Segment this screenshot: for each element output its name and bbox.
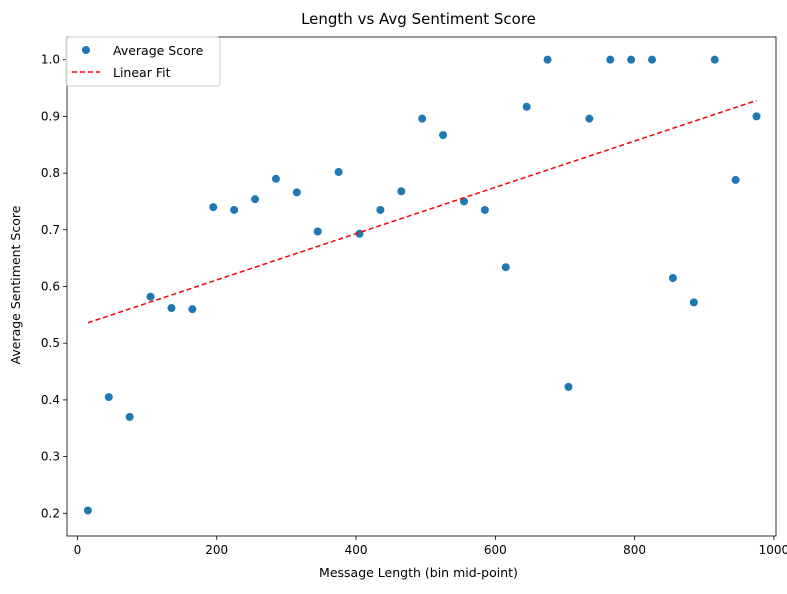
data-point — [188, 305, 197, 314]
data-point — [334, 167, 343, 176]
chart-title: Length vs Avg Sentiment Score — [301, 10, 536, 28]
plot-frame — [66, 36, 777, 537]
data-point — [209, 203, 218, 212]
data-point — [710, 55, 719, 64]
data-point — [83, 506, 92, 515]
legend-label-average-score: Average Score — [113, 43, 204, 58]
x-tick-label: 600 — [484, 543, 507, 557]
data-point — [271, 174, 280, 183]
fit-line — [87, 99, 757, 324]
data-point — [606, 55, 615, 64]
y-tick-label: 0.2 — [41, 506, 60, 520]
data-point — [522, 102, 531, 111]
y-tick-label: 0.8 — [41, 166, 60, 180]
data-point — [397, 187, 406, 196]
data-point — [251, 195, 260, 204]
y-tick-label: 1.0 — [41, 53, 60, 67]
data-point — [104, 393, 113, 402]
data-point — [230, 205, 239, 214]
data-point — [376, 205, 385, 214]
data-point — [292, 188, 301, 197]
y-tick-label: 0.3 — [41, 450, 60, 464]
legend: Average Score Linear Fit — [65, 36, 221, 87]
data-point — [418, 114, 427, 123]
data-point — [752, 112, 761, 121]
y-tick-label: 0.5 — [41, 336, 60, 350]
x-tick-label: 1000 — [759, 543, 787, 557]
y-tick-label: 0.7 — [41, 223, 60, 237]
legend-label-linear-fit: Linear Fit — [113, 65, 171, 80]
x-tick-label: 800 — [623, 543, 646, 557]
x-tick-label: 0 — [74, 543, 82, 557]
data-point — [564, 382, 573, 391]
data-point — [543, 55, 552, 64]
data-point — [668, 273, 677, 282]
y-tick-label: 0.6 — [41, 280, 60, 294]
data-point — [146, 292, 155, 301]
data-point — [439, 131, 448, 140]
data-point — [313, 227, 322, 236]
y-tick-label: 0.9 — [41, 109, 60, 123]
plot-area: 0 200 400 600 800 1000 0.2 0.3 0.4 0.5 0.6 0.7 0.8 0.… — [41, 36, 787, 557]
data-point — [585, 114, 594, 123]
data-point — [125, 412, 134, 421]
data-point — [731, 175, 740, 184]
data-point — [480, 205, 489, 214]
y-axis-label: Average Sentiment Score — [8, 205, 23, 364]
data-point — [689, 298, 698, 307]
data-point — [501, 263, 510, 272]
legend-marker-average-score — [82, 46, 90, 54]
data-point — [459, 197, 468, 206]
legend-box — [65, 36, 221, 87]
y-tick-label: 0.4 — [41, 393, 60, 407]
x-tick-label: 200 — [205, 543, 228, 557]
data-point — [627, 55, 636, 64]
x-tick-label: 400 — [345, 543, 368, 557]
x-axis-label: Message Length (bin mid-point) — [319, 565, 518, 580]
data-point — [167, 304, 176, 313]
data-point — [648, 55, 657, 64]
